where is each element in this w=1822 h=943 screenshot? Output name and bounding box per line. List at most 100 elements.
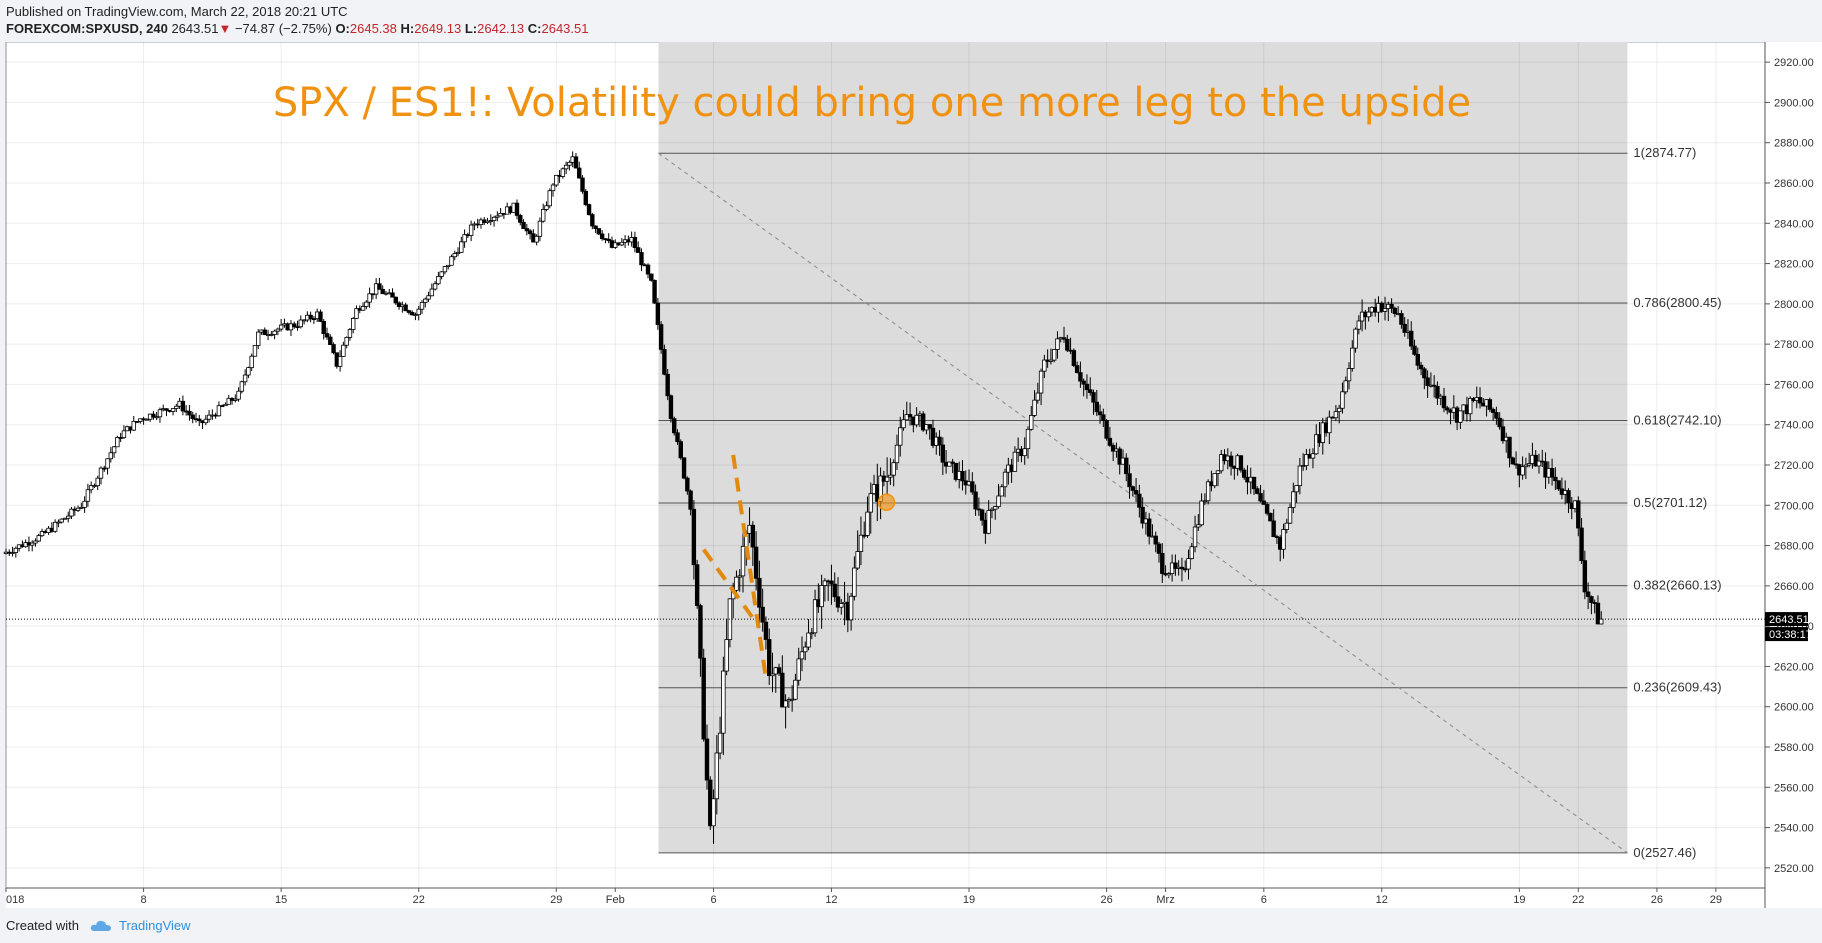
candle-body [1228,455,1234,467]
candle-body [341,344,346,357]
candle-body [550,184,556,192]
candle-body [1510,457,1515,465]
candle-body [174,405,179,409]
candle-body [429,288,435,297]
candle-body [750,524,756,548]
candle-body [256,331,261,346]
candle-body [1340,391,1345,409]
candle-body [839,603,844,608]
candle-body [898,427,903,446]
candle-body [1304,454,1309,466]
candle-body [619,241,625,246]
candle-body [278,324,284,330]
y-tick-label: 2680.00 [1774,541,1814,553]
candle-body [989,508,995,511]
high-label: H: [400,21,415,36]
candle-body [1589,596,1594,603]
candle-body [960,470,965,482]
candle-body [1088,389,1093,393]
price-chart[interactable]: 2520.00 2540.00 2560.00 2580.00 2600.00 2620.… [0,42,1822,908]
candle-body [1074,365,1080,374]
candle-body [1327,416,1332,434]
candle-body [108,452,114,460]
candle-body [1166,573,1172,576]
candle-body [364,301,369,307]
candle-body [331,344,336,354]
candle-body [154,416,159,419]
y-tick-label: 2660.00 [1774,581,1814,593]
candle-body [1146,518,1152,537]
candle-body [560,168,566,177]
candle-body [599,233,605,240]
candle-body [452,253,457,258]
candle-body [1140,506,1145,524]
candle-body [1258,493,1263,502]
last-price-label: 2643.51 [1769,614,1809,626]
candle-body [170,408,176,412]
candle-body [1415,353,1420,366]
candle-body [115,437,120,448]
candle-body [1199,500,1204,526]
candle-body [393,296,398,304]
candle-body [1336,407,1342,413]
candle-body [799,651,805,660]
candle-body [809,632,814,635]
x-tick-label: 8 [141,894,147,906]
candle-body [203,418,209,424]
candle-body [144,418,150,421]
candle-body [1297,465,1303,487]
candle-body [1599,618,1604,625]
candle-body [242,374,248,383]
candle-body [413,314,418,317]
candle-body [95,477,100,487]
tradingview-link[interactable]: TradingView [118,918,191,933]
y-tick-label: 2540.00 [1774,823,1814,835]
candle-body [219,405,225,408]
candle-body [596,228,602,235]
candle-body [1382,308,1388,312]
candle-body [409,312,415,316]
footer: Created with TradingView [6,918,191,933]
candle-body [1566,490,1571,504]
candle-body [993,506,998,510]
candle-body [1107,437,1113,446]
x-tick-label: Mrz [1156,894,1174,906]
candle-body [1061,337,1067,340]
candle-body [75,507,81,511]
candle-body [1094,401,1099,413]
candle-body [711,798,716,827]
candle-body [1156,543,1162,554]
candle-body [111,446,117,454]
candle-body [822,580,828,586]
candle-body [694,564,700,606]
candle-body [1458,410,1463,423]
candle-body [233,398,238,401]
candle-body [986,510,991,534]
candle-body [311,318,317,321]
x-tick-label: 6 [1261,894,1267,906]
candle-body [1556,480,1561,490]
candle-body [439,271,444,277]
candle-body [206,414,212,420]
candle-body [524,228,530,232]
candle-body [888,474,893,478]
candle-body [1078,372,1083,382]
y-tick-label: 2700.00 [1774,500,1814,512]
candle-body [1526,463,1532,466]
countdown-tag [1765,627,1808,642]
candle-body [1356,320,1362,330]
candle-body [1467,398,1473,415]
candle-body [223,403,228,407]
candle-body [1133,490,1139,495]
candle-body [269,334,274,336]
candles-group [3,151,1604,844]
candle-body [1494,412,1499,419]
candle-body [1287,507,1293,524]
y-tick-label: 2760.00 [1774,379,1814,391]
candle-body [69,508,74,517]
x-tick-label: 19 [963,894,975,906]
candle-body [1422,368,1427,379]
candle-body [292,323,297,328]
candle-body [1533,454,1538,467]
candle-body [52,521,58,532]
